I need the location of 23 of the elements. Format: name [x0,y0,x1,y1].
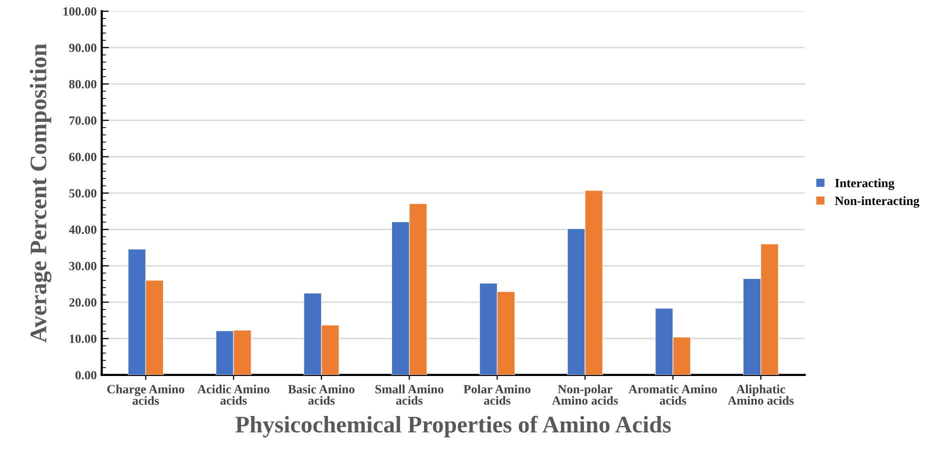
y-tick-label: 10.00 [70,334,96,344]
x-tick-label: Acidic Amino acids [197,384,270,405]
x-tick-label: Non-polar Amino acids [552,384,618,405]
y-tick-label: 30.00 [69,262,96,270]
y-tick-label: 50.00 [69,189,96,198]
y-tick-label: 90.00 [69,44,96,52]
x-tick-label: Charge Amino acids [107,384,184,405]
x-tick-label: Basic Amino acids [288,384,354,405]
x-tick-label: Aromatic Amino acids [628,384,717,405]
y-tick-label: 70.00 [69,116,96,125]
y-tick-label: 80.00 [69,80,96,88]
y-axis-title: Average Percent Composition [30,44,52,343]
y-tick-label: 100.00 [64,7,96,16]
x-tick-label: Aliphatic Amino acids [728,384,794,405]
y-tick-label: 40.00 [68,225,96,234]
y-tick-label: 0.00 [75,370,96,380]
legend-label: Non-interacting [834,196,920,208]
x-tick-label: Small Amino acids [375,384,444,405]
x-axis-title: Physicochemical Properties of Amino Acids [235,416,671,438]
y-tick-label: 20.00 [69,298,96,307]
legend-label: Interacting [835,178,894,190]
y-tick-label: 60.00 [69,152,96,162]
x-tick-label: Polar Amino acids [464,384,530,405]
